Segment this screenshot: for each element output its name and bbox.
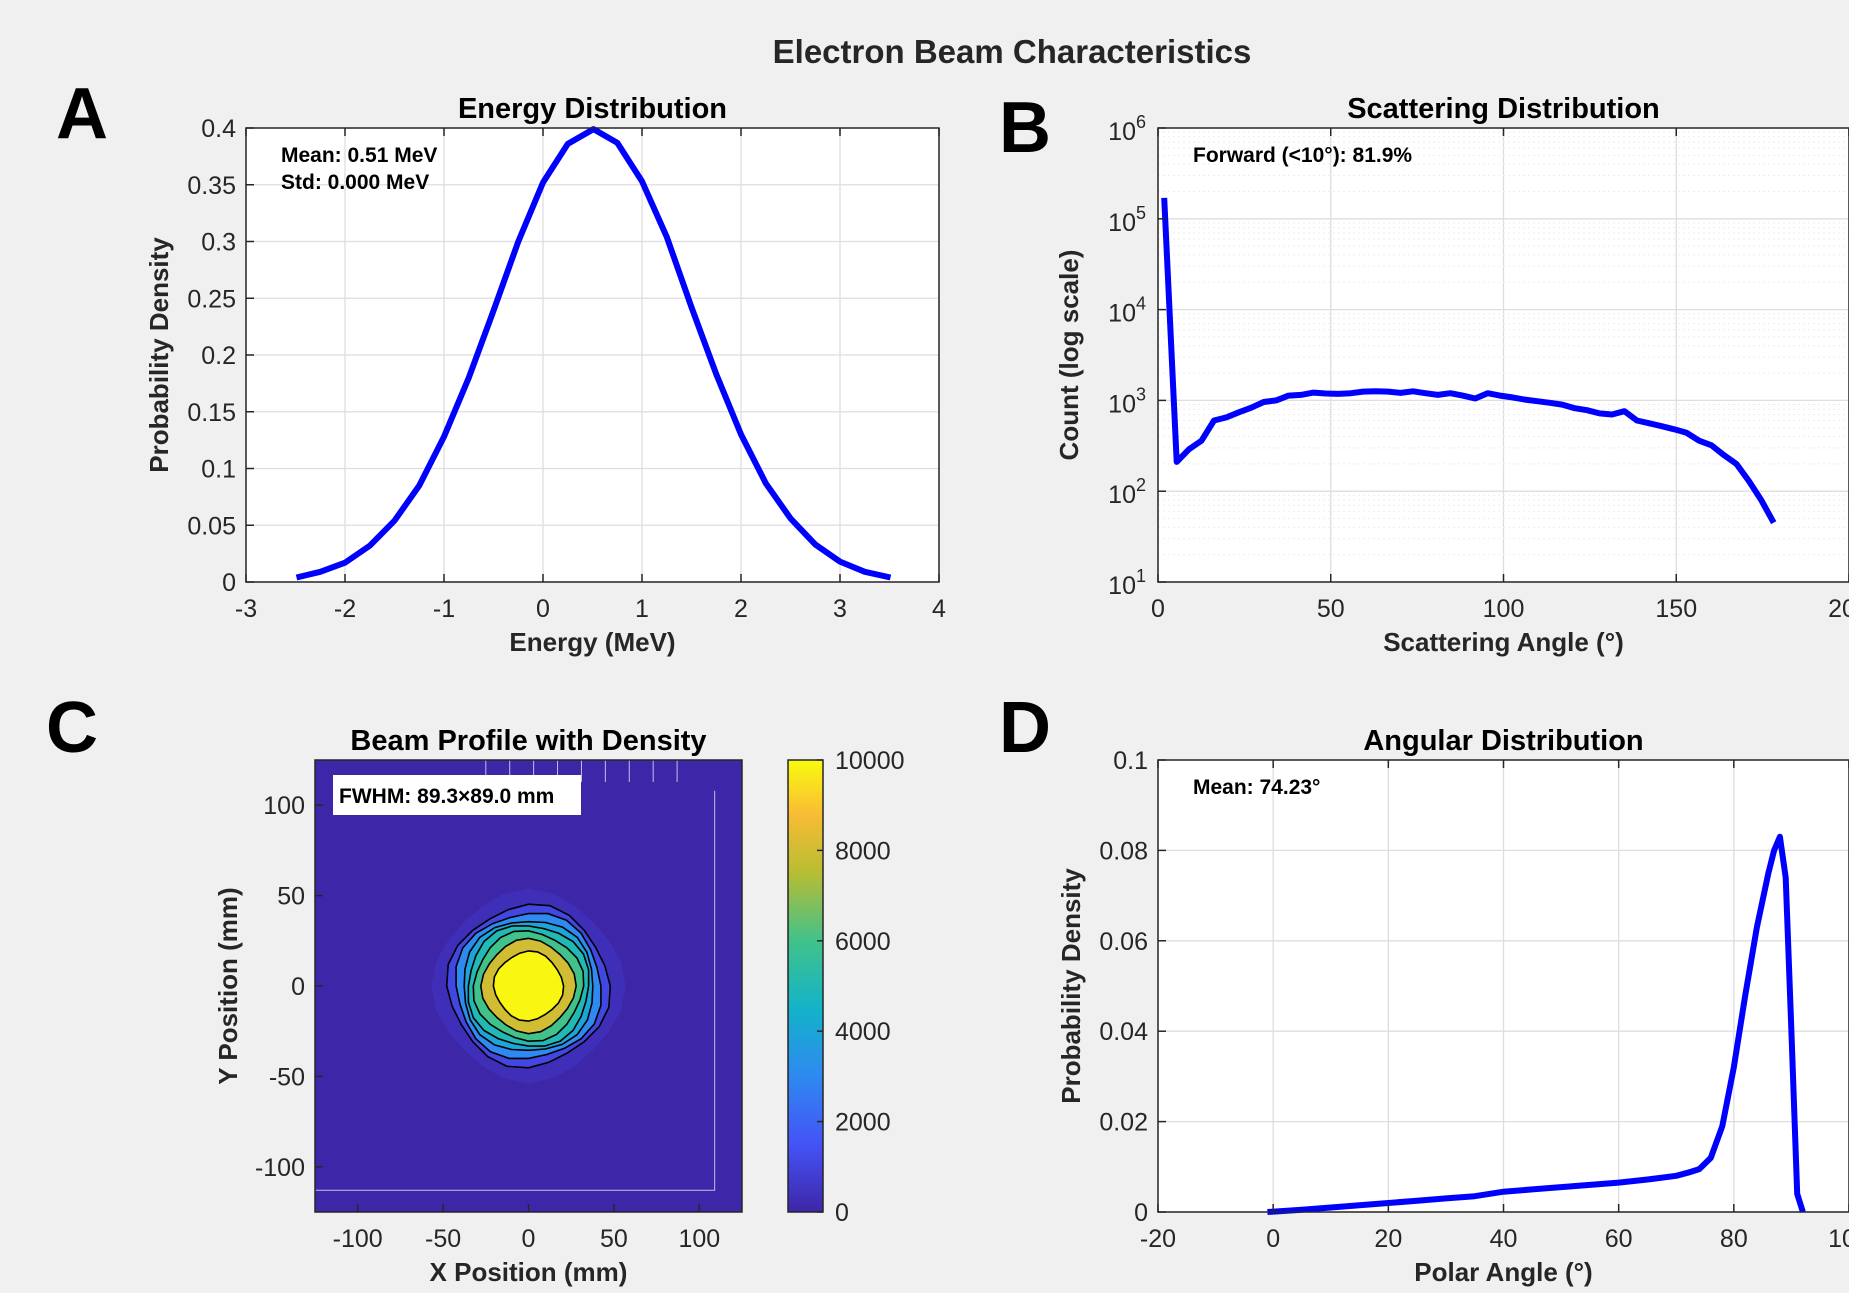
- x-tick-label: 20: [1374, 1225, 1402, 1253]
- ticks: -100 -50 0 50 100 -100 -50 0 50 100: [255, 792, 720, 1253]
- y-tick-label: 0.2: [201, 342, 236, 370]
- panel-a: A -3 -2 -1 0 1 2 3 4 0 0.05 0.1 0.15 0.2 0.25 0.3 0.35 0.…: [56, 74, 946, 657]
- chart-title: Scattering Distribution: [1347, 93, 1660, 125]
- annotation: Mean: 74.23°: [1193, 776, 1320, 799]
- x-tick-label: -3: [235, 595, 257, 623]
- x-tick-label: -1: [433, 595, 455, 623]
- x-tick-label: 1: [635, 595, 649, 623]
- y-tick-label: 0.35: [187, 172, 236, 200]
- edge-line: [315, 790, 716, 1191]
- y-tick-label: 0: [222, 569, 236, 597]
- colorbar-tick-label: 6000: [835, 928, 891, 956]
- y-tick-label: 0: [291, 973, 305, 1001]
- contour-group: [315, 760, 716, 1191]
- x-axis-label: X Position (mm): [430, 1257, 628, 1287]
- y-tick-label: 0.05: [187, 512, 236, 540]
- y-tick-label: 0: [1134, 1199, 1148, 1227]
- colorbar-tick-label: 4000: [835, 1018, 891, 1046]
- ticks: -2002040608010000.020.040.060.080.1: [1099, 747, 1849, 1253]
- y-tick-label: 100: [263, 792, 305, 820]
- grid: [1157, 127, 1849, 583]
- panel-label: C: [46, 688, 98, 768]
- x-tick-label: 150: [1655, 595, 1697, 623]
- x-tick-label: 50: [1317, 595, 1345, 623]
- y-tick-label: -50: [269, 1063, 305, 1091]
- x-tick-label: 3: [833, 595, 847, 623]
- y-tick-label: 104: [1108, 294, 1146, 328]
- x-tick-label: 100: [1483, 595, 1525, 623]
- y-tick-label: 106: [1108, 112, 1146, 146]
- colorbar-tick-label: 2000: [835, 1109, 891, 1137]
- y-tick-label: 0.1: [1113, 747, 1148, 775]
- x-tick-label: 0: [536, 595, 550, 623]
- annotation-box: [333, 775, 581, 815]
- annotation: Forward (<10°): 81.9%: [1193, 144, 1412, 167]
- figure-title: Electron Beam Characteristics: [773, 33, 1252, 70]
- y-tick-label: 102: [1108, 475, 1146, 509]
- panel-label: B: [999, 88, 1051, 168]
- y-axis-label: Probability Density: [144, 237, 174, 473]
- x-tick-label: 0: [522, 1225, 536, 1253]
- y-axis-label: Y Position (mm): [213, 887, 243, 1084]
- panel-b: B 0 50 100 150 200 101 102 103 104 105 106 Scatterin…: [999, 88, 1849, 657]
- x-axis-label: Polar Angle (°): [1414, 1257, 1592, 1287]
- y-tick-label: 105: [1108, 203, 1146, 237]
- y-tick-label: 0.02: [1099, 1109, 1148, 1137]
- x-tick-label: 100: [1828, 1225, 1849, 1253]
- x-tick-label: -50: [425, 1225, 461, 1253]
- x-tick-label: 100: [678, 1225, 720, 1253]
- y-axis-label: Probability Density: [1056, 868, 1086, 1104]
- series-line-0: [295, 126, 892, 581]
- series-line-0: [1161, 197, 1777, 525]
- y-tick-label: 0.1: [201, 456, 236, 484]
- y-tick-label: 103: [1108, 384, 1146, 418]
- y-tick-label: 0.04: [1099, 1018, 1148, 1046]
- y-tick-label: 0.06: [1099, 928, 1148, 956]
- panel-label: D: [999, 688, 1051, 768]
- annotation: Mean: 0.51 MeV: [281, 144, 437, 167]
- annotation: FWHM: 89.3×89.0 mm: [339, 785, 554, 808]
- x-tick-label: 200: [1828, 595, 1849, 623]
- y-axis-label: Count (log scale): [1054, 250, 1084, 461]
- series-line-0: [1267, 833, 1806, 1215]
- y-tick-label: 101: [1108, 566, 1146, 600]
- x-tick-label: -20: [1140, 1225, 1176, 1253]
- x-tick-label: 0: [1151, 595, 1165, 623]
- colorbar: 0 2000 4000 6000 8000 10000: [787, 747, 905, 1227]
- x-tick-label: 50: [600, 1225, 628, 1253]
- panel-c: C -100 -50 0 50 100 -100 -50 0 50 100 Beam Profile …: [46, 688, 905, 1287]
- y-tick-label: 0.3: [201, 229, 236, 257]
- y-tick-label: 0.25: [187, 285, 236, 313]
- x-axis-label: Scattering Angle (°): [1383, 627, 1624, 657]
- annotation: Std: 0.000 MeV: [281, 171, 429, 194]
- x-axis-label: Energy (MeV): [509, 627, 675, 657]
- colorbar-tick-label: 10000: [835, 747, 905, 775]
- chart-title: Angular Distribution: [1363, 725, 1643, 757]
- x-tick-label: -100: [333, 1225, 383, 1253]
- panel-d: D-2002040608010000.020.040.060.080.1Angu…: [999, 688, 1849, 1287]
- x-tick-label: 40: [1490, 1225, 1518, 1253]
- x-tick-label: -2: [334, 595, 356, 623]
- x-tick-label: 4: [932, 595, 946, 623]
- x-tick-label: 80: [1720, 1225, 1748, 1253]
- y-tick-label: 0.08: [1099, 837, 1148, 865]
- x-tick-label: 2: [734, 595, 748, 623]
- y-tick-label: 0.15: [187, 399, 236, 427]
- colorbar-tick-label: 8000: [835, 837, 891, 865]
- y-tick-label: 50: [277, 883, 305, 911]
- chart-title: Energy Distribution: [458, 93, 727, 125]
- contour-level: [492, 950, 565, 1022]
- colorbar-tick-label: 0: [835, 1199, 849, 1227]
- x-tick-label: 0: [1266, 1225, 1280, 1253]
- y-tick-label: -100: [255, 1154, 305, 1182]
- y-tick-label: 0.4: [201, 115, 236, 143]
- chart-title: Beam Profile with Density: [350, 725, 706, 757]
- panel-label: A: [56, 74, 108, 154]
- ticks: -3 -2 -1 0 1 2 3 4 0 0.05 0.1 0.15 0.2 0.25 0.3 0.35 0.4: [187, 115, 946, 623]
- ticks: 0 50 100 150 200 101 102 103 104 105 106: [1108, 112, 1849, 623]
- x-tick-label: 60: [1605, 1225, 1633, 1253]
- colorbar-gradient: [787, 759, 824, 1213]
